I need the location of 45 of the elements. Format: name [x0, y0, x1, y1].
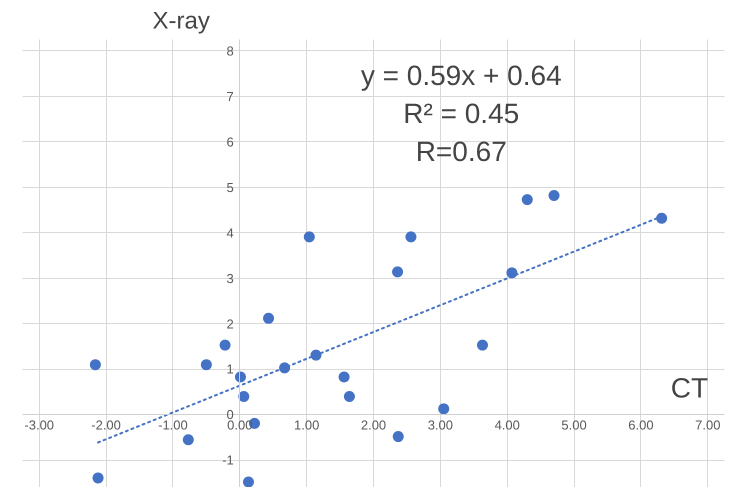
x-tick-label: 7.00 — [695, 418, 720, 433]
y-tick-label: 4 — [226, 225, 234, 240]
y-axis-title: X-ray — [152, 8, 210, 34]
point — [234, 371, 246, 382]
x-tick-label: -1.00 — [158, 418, 188, 433]
y-tick-label: 1 — [226, 362, 234, 377]
x-tick-label: 4.00 — [494, 418, 520, 433]
x-tick-label: 6.00 — [628, 418, 654, 433]
x-tick-label: 3.00 — [428, 418, 454, 433]
point — [220, 340, 231, 351]
y-tick-label: 2 — [226, 316, 234, 332]
point — [392, 266, 404, 278]
point — [476, 340, 488, 351]
point — [522, 194, 533, 206]
x-tick-label: 1.00 — [294, 418, 320, 433]
y-tick-label: -1 — [222, 452, 234, 468]
y-tick-label: 7 — [226, 88, 234, 104]
x-tick-label: -3.00 — [24, 418, 54, 433]
point — [548, 190, 560, 201]
x-axis-title: CT — [670, 372, 708, 404]
annotation: R² = 0.45 — [403, 98, 520, 130]
annotation: y = 0.59x + 0.64 — [360, 60, 562, 92]
point — [90, 359, 101, 370]
x-tick-label: 2.00 — [360, 418, 386, 433]
point — [200, 359, 212, 370]
point — [304, 231, 315, 242]
point — [392, 431, 404, 442]
point — [338, 371, 350, 382]
point — [344, 391, 355, 402]
x-tick-label: 5.00 — [561, 418, 587, 433]
point — [405, 231, 416, 242]
point — [242, 476, 254, 487]
annotation: R=0.67 — [416, 136, 507, 168]
point — [656, 212, 668, 224]
point — [263, 312, 274, 324]
y-tick-label: 5 — [226, 180, 234, 195]
point — [92, 472, 104, 484]
point — [438, 403, 450, 414]
y-tick-label: 6 — [226, 134, 234, 150]
x-tick-label: -2.00 — [91, 418, 121, 433]
point — [182, 434, 194, 446]
y-tick-label: 8 — [226, 43, 234, 58]
point — [238, 391, 250, 402]
x-tick-label: 0.00 — [227, 418, 252, 433]
y-tick-label: 3 — [226, 270, 234, 286]
